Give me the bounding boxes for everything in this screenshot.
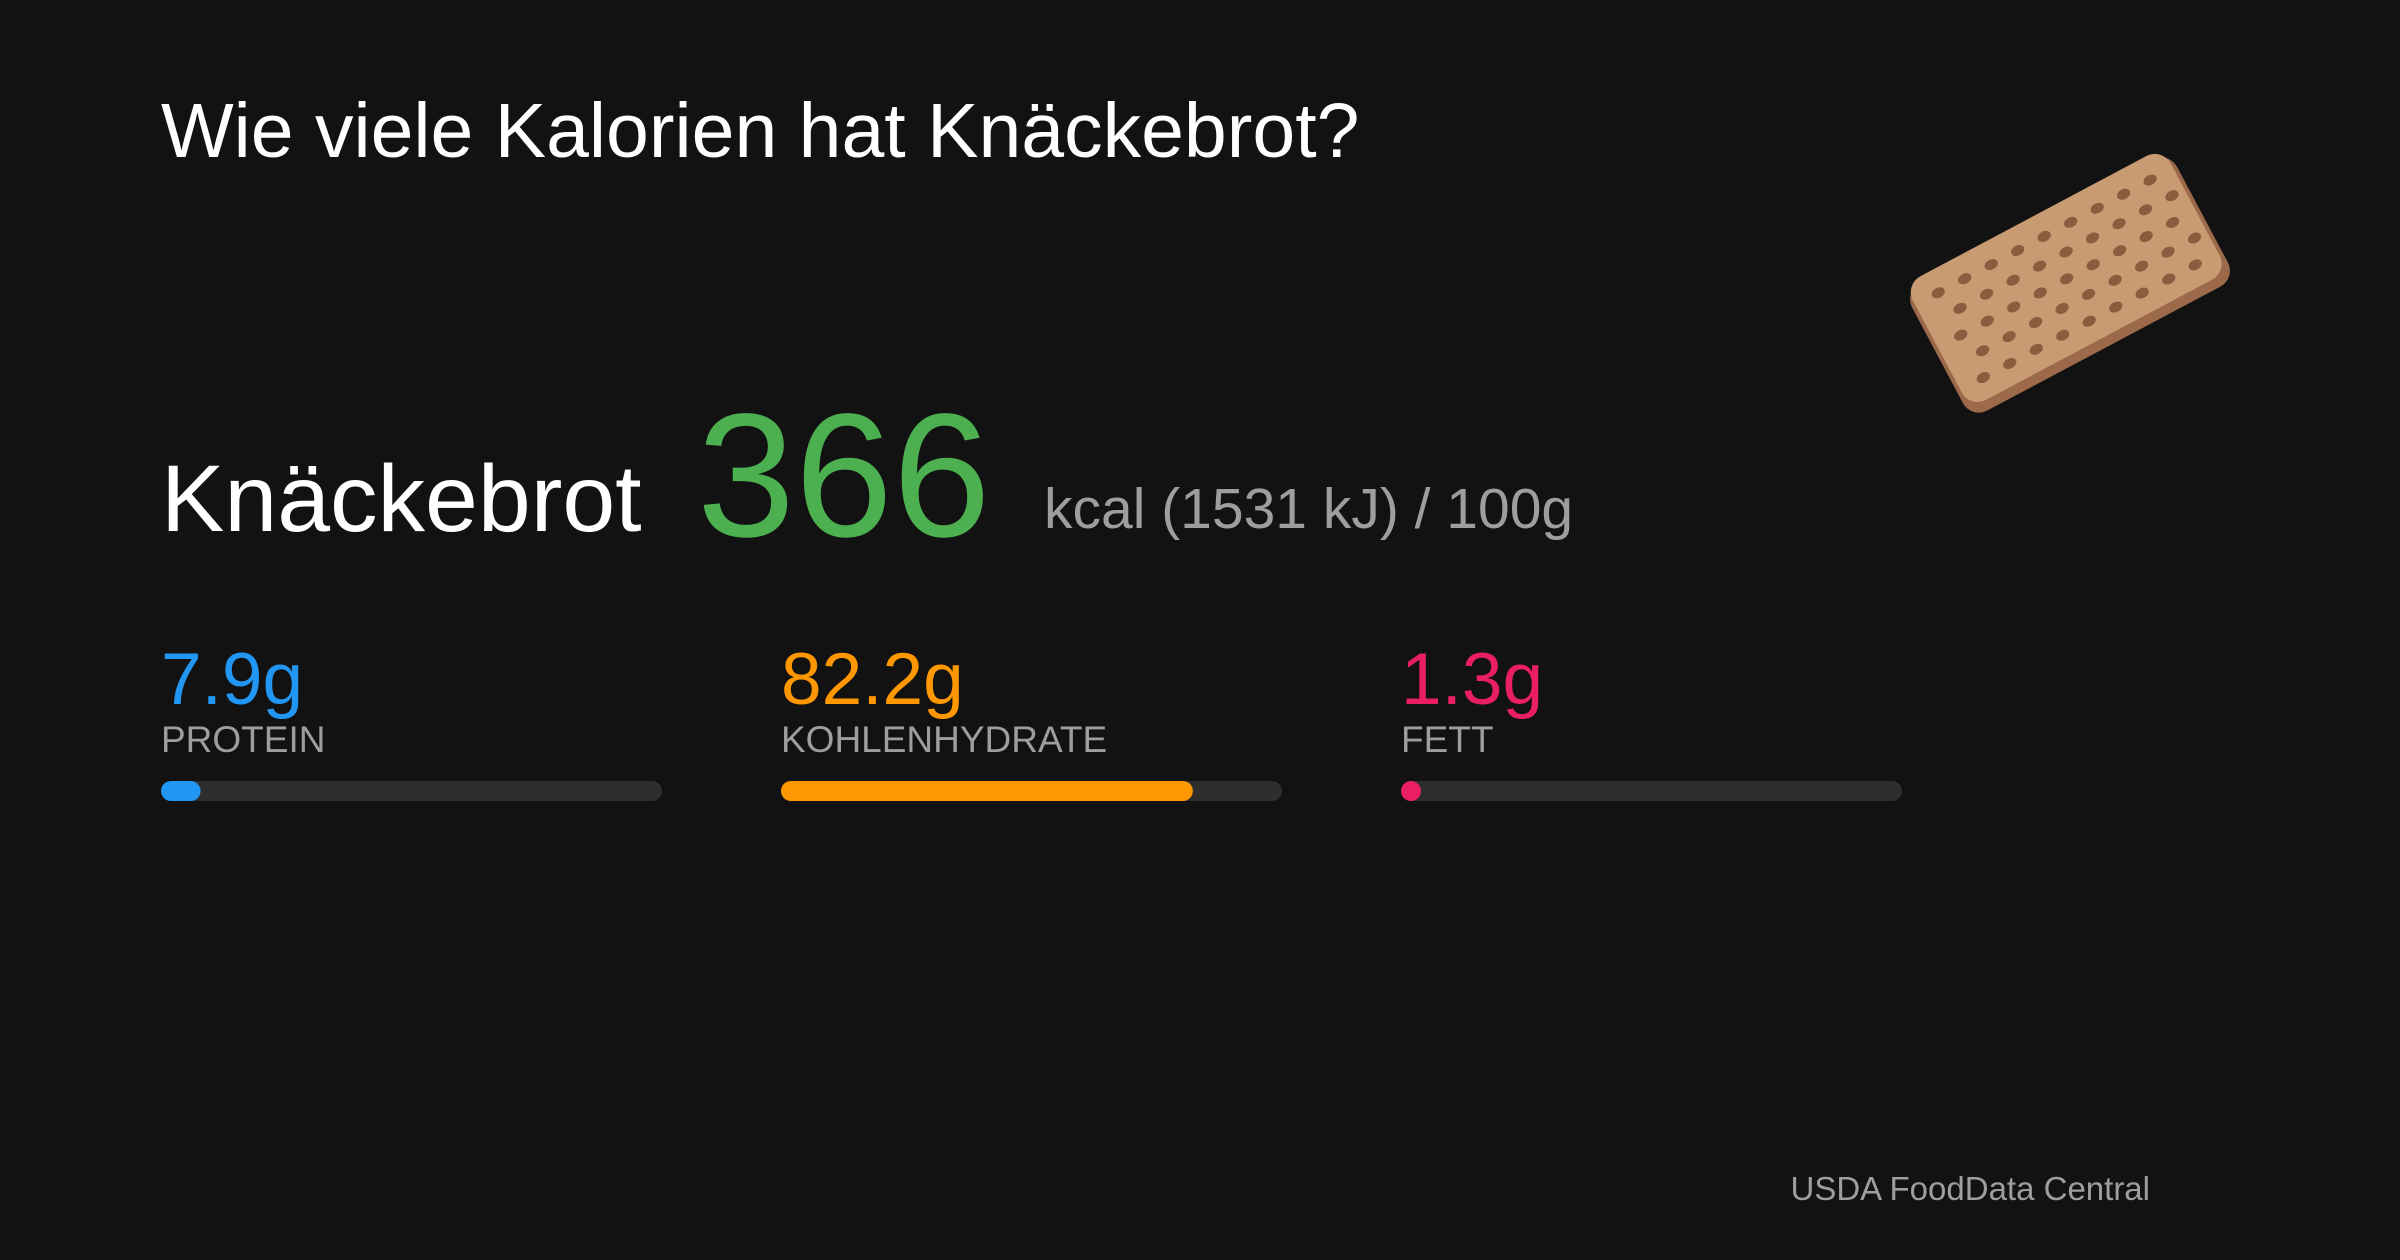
hole — [2187, 232, 2202, 244]
hole — [2006, 274, 2020, 286]
hole — [1954, 329, 1968, 341]
food-name: Knäckebrot — [161, 446, 642, 552]
hole — [2113, 245, 2127, 257]
hole — [2162, 273, 2176, 285]
hole — [2055, 302, 2069, 314]
source: USDA FoodData Central — [1790, 1170, 2150, 1207]
hole — [2002, 331, 2016, 343]
hole — [2139, 231, 2153, 243]
hole — [2003, 357, 2017, 369]
hole — [2085, 232, 2100, 244]
macro-value: 1.3g — [1401, 639, 1543, 720]
hole — [2188, 259, 2202, 271]
hole — [1984, 259, 1998, 271]
hole — [2082, 315, 2096, 327]
hole — [2033, 287, 2047, 299]
hole — [2007, 301, 2021, 313]
hole — [2109, 301, 2123, 313]
hole — [2028, 317, 2043, 329]
hole — [2086, 259, 2100, 271]
hole — [2037, 230, 2051, 242]
hole — [2112, 218, 2126, 230]
hole — [1976, 345, 1990, 357]
title: Wie viele Kalorien hat Knäckebrot? — [161, 88, 1359, 174]
hole — [2108, 274, 2122, 286]
macro-label: FETT — [1401, 719, 1493, 760]
crispbread-image — [1910, 153, 2230, 413]
kcal-value: 366 — [697, 378, 991, 574]
hole — [2011, 245, 2025, 257]
hole — [1958, 273, 1972, 285]
hole — [2064, 216, 2078, 228]
macro-value: 82.2g — [781, 639, 964, 720]
hole — [1931, 287, 1945, 299]
hole — [2032, 260, 2047, 272]
hole — [2029, 343, 2043, 355]
hole — [2143, 174, 2157, 186]
hole — [2165, 190, 2179, 202]
bar-track — [161, 781, 662, 801]
macro-label: PROTEIN — [161, 719, 325, 760]
hole — [2138, 204, 2153, 216]
bar-fill — [781, 781, 1193, 801]
hole — [2059, 246, 2073, 258]
macro-value: 7.9g — [161, 639, 303, 720]
hole — [2060, 273, 2074, 285]
hole — [1979, 288, 1994, 300]
bar-track — [1401, 781, 1902, 801]
hole — [1953, 302, 1967, 314]
hole — [2166, 216, 2180, 228]
hole — [2134, 260, 2149, 272]
hole — [2117, 188, 2131, 200]
hole — [1980, 315, 1994, 327]
hole — [2135, 287, 2149, 299]
hole — [2056, 329, 2070, 341]
hole — [2090, 202, 2104, 214]
energy-unit: kcal (1531 kJ) / 100g — [1044, 477, 1573, 541]
hole — [2161, 246, 2175, 258]
hole — [2081, 288, 2096, 300]
hole — [1976, 372, 1990, 384]
bar-fill — [1401, 781, 1421, 801]
macro-label: KOHLENHYDRATE — [781, 719, 1107, 760]
bar-fill — [161, 781, 201, 801]
